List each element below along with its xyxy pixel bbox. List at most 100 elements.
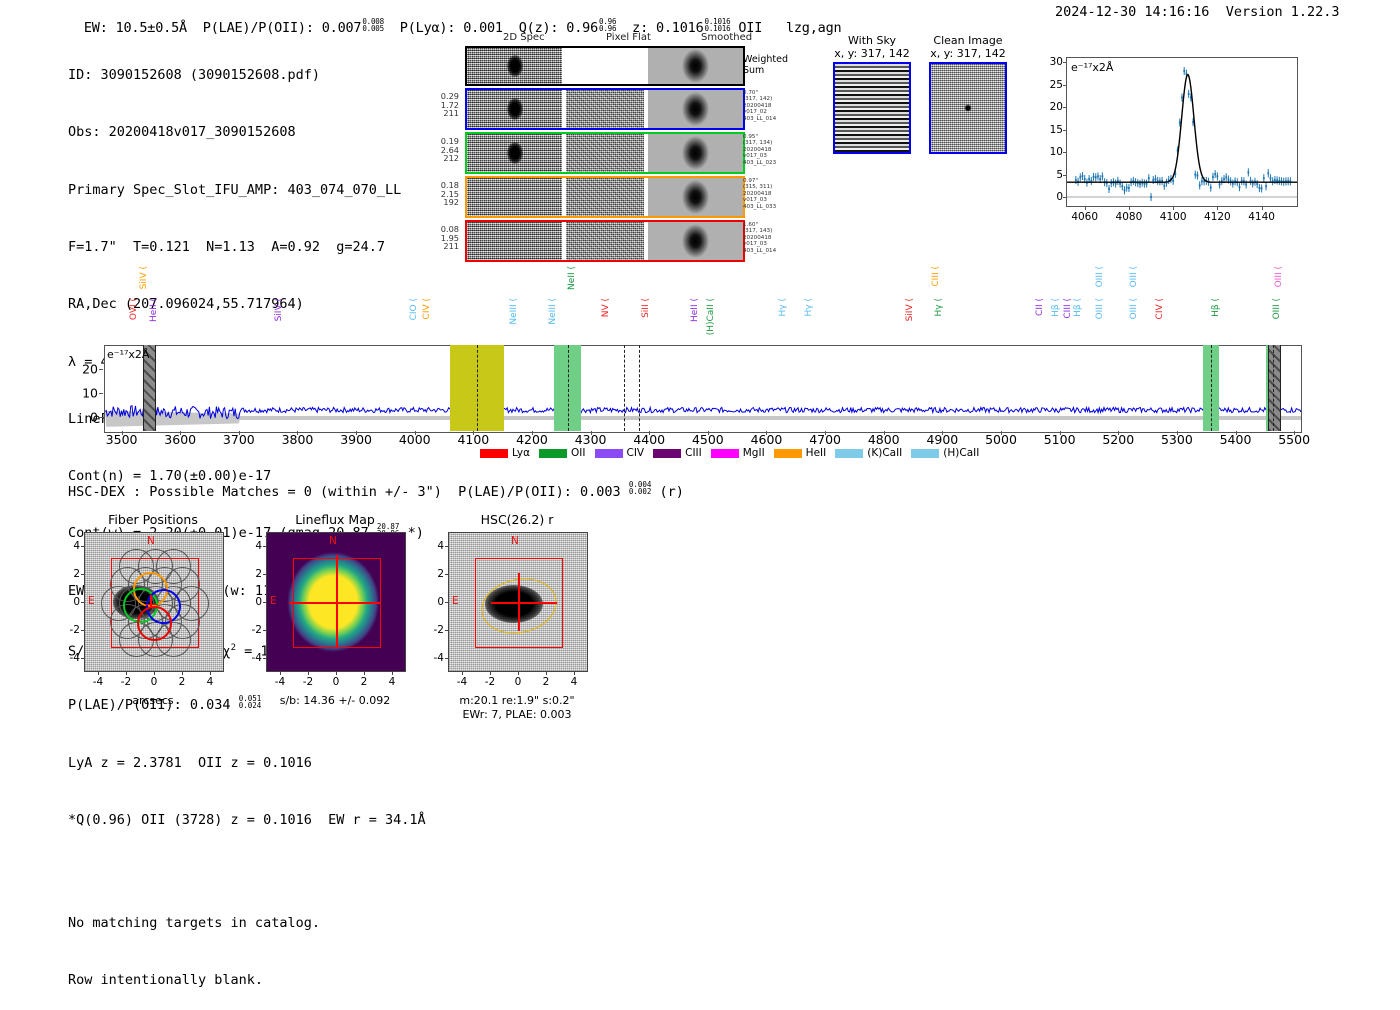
linefit-ytick-mark xyxy=(1063,84,1067,86)
mainspec-line-label-3: SiIV ( xyxy=(274,298,285,322)
mainspec-xtick-label: 4500 xyxy=(691,432,724,447)
legend-label-4: MgII xyxy=(742,447,765,459)
legend-swatch-5 xyxy=(773,448,802,458)
mainspec-ytick-mark xyxy=(99,368,103,370)
mainspec-xtick-label: 4600 xyxy=(750,432,783,447)
panel-2-ytick-label: -4 xyxy=(433,652,444,664)
mainspec-xtick-mark xyxy=(1059,431,1061,435)
mainspec-ytick-mark xyxy=(99,392,103,394)
mainspec-line-label-22: OIII ( xyxy=(1094,298,1105,320)
mainspec-line-label-2: HeII ( xyxy=(148,298,159,322)
hsc-compass-n: N xyxy=(511,535,519,547)
hscdex-plae-bounds: 0.004 0.002 xyxy=(628,480,652,497)
mainspec-line-label-20: CIII ( xyxy=(1063,298,1074,319)
mainspec-ytick-mark xyxy=(99,416,103,418)
mainspec-xtick-label: 3600 xyxy=(164,432,197,447)
panel-0-xtick-label: 2 xyxy=(178,676,186,688)
mainspec-marker-4357 xyxy=(624,345,626,431)
panel-1-xtick-mark xyxy=(336,672,337,675)
fiber-compass-e: E xyxy=(88,595,95,607)
mainspec-line-label-23: OIII ( xyxy=(1094,266,1105,288)
mainspec-xtick-mark xyxy=(649,431,651,435)
panel-0-xtick-label: -4 xyxy=(92,676,104,688)
mainspec-xtick-mark xyxy=(707,431,709,435)
fiber0-pixelflat-cell xyxy=(566,90,644,128)
mainspec-line-label-7: NeIII ( xyxy=(548,298,559,325)
legend-entry-4: MgII xyxy=(710,447,765,459)
panel-1-xtick-mark xyxy=(308,672,309,675)
fiber3-smoothed-cell xyxy=(648,222,743,260)
col-title-2dspec: 2D Spec xyxy=(503,32,545,43)
linefit-plot-svg xyxy=(1067,58,1297,206)
mainspec-xtick-mark xyxy=(1176,431,1178,435)
mainspec-line-label-5: CIV ( xyxy=(421,298,432,320)
mainspec-xtick-mark xyxy=(942,431,944,435)
panel-2-xtick-label: 0 xyxy=(514,676,522,688)
panel-1-ytick-label: 0 xyxy=(255,596,262,608)
linefit-xtick-mark xyxy=(1217,206,1219,210)
header-plya: P(Lyα): 0.001 xyxy=(399,20,503,36)
info-id: ID: 3090152608 (3090152608.pdf) xyxy=(68,67,320,84)
panel-0-ytick-mark xyxy=(81,602,84,603)
fiber0-smoothed-cell xyxy=(648,90,743,128)
weighted-pixelflat-cell xyxy=(566,48,644,84)
mainspec-line-label-1: OVI ( xyxy=(128,298,139,321)
spec2d-fiber-row-3 xyxy=(465,220,745,262)
cutout-clean-title: Clean Image xyxy=(933,34,1003,47)
mainspec-xtick-label: 5000 xyxy=(985,432,1017,447)
linefit-ytick-label: 5 xyxy=(1056,168,1063,181)
linefit-ytick-mark xyxy=(1063,197,1067,199)
panel-2-ytick-mark xyxy=(445,574,448,575)
linefit-xtick-mark xyxy=(1261,206,1263,210)
spec2d-panel: 2D Spec Pixel Flat Smoothed Weighted Sum… xyxy=(425,32,815,262)
lineflux-compass-n: N xyxy=(329,535,337,547)
header-flags: lzg,agn xyxy=(785,20,842,36)
panel-0-ytick-mark xyxy=(81,546,84,547)
fiber1-pixelflat-cell xyxy=(566,134,644,172)
mainspec-line-label-13: Hγ ( xyxy=(778,298,789,317)
linefit-xtick-label: 4080 xyxy=(1115,211,1143,223)
linefit-gaussian-curve xyxy=(1067,75,1297,182)
header-plae-value: 0.007 xyxy=(321,20,362,36)
mainspec-xtick-label: 4000 xyxy=(398,432,431,447)
linefit-ytick-mark xyxy=(1063,152,1067,154)
panel-0-ytick-mark xyxy=(81,574,84,575)
panel-2-xtick-label: -2 xyxy=(484,676,496,688)
mainspec-line-label-4: CIO ( xyxy=(408,298,419,321)
mainspec-xtick-label: 3500 xyxy=(105,432,138,447)
mainspec-line-label-16: CIII ( xyxy=(930,266,941,287)
linefit-ytick-label: 10 xyxy=(1049,146,1063,159)
linefit-xtick-mark xyxy=(1084,206,1086,210)
legend-entry-7: (H)CaII xyxy=(911,447,979,459)
info-quality-line: *Q(0.96) OII (3728) z = 0.1016 EW r = 34… xyxy=(68,811,426,828)
legend-entry-6: (K)CaII xyxy=(835,447,902,459)
fiber-row-stats-0: 0.29 1.72 211 xyxy=(440,91,459,119)
hsc-galaxy-blob xyxy=(485,585,543,623)
mainspec-xtick-label: 4400 xyxy=(633,432,666,447)
panel-2-ytick-mark xyxy=(445,658,448,659)
mainspec-xtick-label: 4800 xyxy=(867,432,900,447)
legend-label-3: CIII xyxy=(685,447,702,459)
mainspec-line-label-24: OIII ( xyxy=(1128,298,1139,320)
mainspec-axes xyxy=(104,345,1302,433)
weighted-smoothed-cell xyxy=(648,48,743,84)
fiber-positions-image: N E xyxy=(84,532,224,672)
mainspec-xtick-label: 5100 xyxy=(1043,432,1076,447)
panel-2-xtick-mark xyxy=(462,672,463,675)
fiber-row-meta-0: 0.70" (317, 142) 20200418 v017_02 403_LL… xyxy=(743,90,777,122)
legend-label-6: (K)CaII xyxy=(867,447,903,459)
linefit-xtick-mark xyxy=(1173,206,1175,210)
panel-hsc-xlabel: m:20.1 re:1.9" s:0.2" xyxy=(459,694,575,707)
panel-lineflux-title: Lineflux Map xyxy=(295,512,375,527)
mainspec-xtick-label: 5200 xyxy=(1102,432,1135,447)
panel-2-xtick-label: 4 xyxy=(570,676,578,688)
panel-fiber-positions: Fiber Positions N E arcsecs -4 -4 -2 -2 0 0 2 2… xyxy=(58,512,248,707)
header-timestamp-block: 2024-12-30 14:16:16 Version 1.22.3 xyxy=(1055,4,1340,20)
panel-0-ytick-label: 4 xyxy=(73,540,80,552)
panel-lineflux-map: Lineflux Map N E s/b: 14.36 +/- 0.092 -4… xyxy=(240,512,430,707)
fiber-compass-n: N xyxy=(147,535,155,547)
panel-1-ytick-label: 4 xyxy=(255,540,262,552)
mainspec-line-label-28: OIII ( xyxy=(1271,298,1282,320)
col-title-pixelflat: Pixel Flat xyxy=(606,32,651,43)
panel-0-xtick-label: 4 xyxy=(206,676,214,688)
